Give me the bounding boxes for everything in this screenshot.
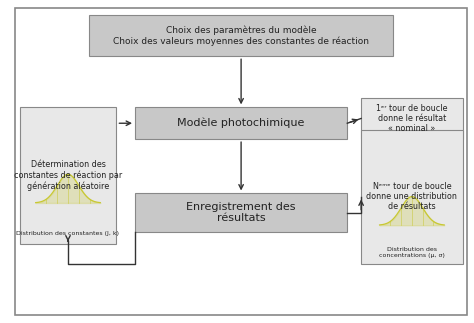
FancyBboxPatch shape xyxy=(361,98,463,139)
FancyBboxPatch shape xyxy=(89,15,393,56)
FancyBboxPatch shape xyxy=(135,107,347,139)
Text: Détermination des
constantes de réaction par
génération aléatoire: Détermination des constantes de réaction… xyxy=(14,160,122,191)
FancyBboxPatch shape xyxy=(15,8,467,315)
Text: Nᵉᵐᵉ tour de boucle
donne une distribution
de résultats: Nᵉᵐᵉ tour de boucle donne une distributi… xyxy=(366,182,457,212)
Text: 1ᵉʳ tour de boucle
donne le résultat
« nominal »: 1ᵉʳ tour de boucle donne le résultat « n… xyxy=(376,104,447,133)
Text: Enregistrement des
résultats: Enregistrement des résultats xyxy=(186,202,296,223)
Text: Distribution des constantes (J, k): Distribution des constantes (J, k) xyxy=(17,231,119,236)
FancyBboxPatch shape xyxy=(19,107,117,245)
Text: Distribution des
concentrations (μ, σ): Distribution des concentrations (μ, σ) xyxy=(379,247,445,258)
FancyBboxPatch shape xyxy=(135,193,347,232)
Text: Modèle photochimique: Modèle photochimique xyxy=(177,118,305,129)
Text: Choix des paramètres du modèle
Choix des valeurs moyennes des constantes de réac: Choix des paramètres du modèle Choix des… xyxy=(113,25,369,46)
FancyBboxPatch shape xyxy=(361,130,463,264)
